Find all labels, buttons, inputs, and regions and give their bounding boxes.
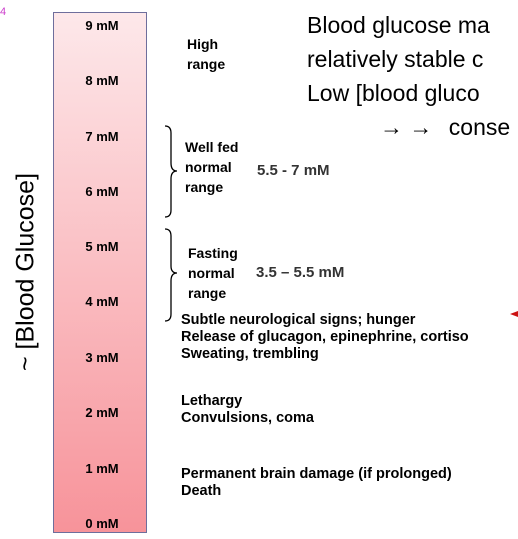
- headline-line-4: → → conse: [380, 114, 510, 141]
- effects-brain-damage-death: Permanent brain damage (if prolonged) De…: [181, 466, 452, 499]
- tick-9-mM: 9 mM: [85, 18, 119, 33]
- effects-below-4-mM: Subtle neurological signs; hunger Releas…: [181, 312, 469, 362]
- tick-4-mM: 4 mM: [85, 294, 119, 309]
- tick-3-mM: 3 mM: [85, 350, 119, 365]
- fasting-range-value: 3.5 – 5.5 mM: [256, 264, 345, 281]
- headline-line-3: Low [blood gluco: [307, 80, 480, 106]
- fasting-range-label: Fasting normal range: [188, 245, 238, 301]
- tick-5-mM: 5 mM: [85, 239, 119, 254]
- headline-line-4-text: conse: [448, 114, 511, 140]
- slide-number: 4: [0, 6, 7, 18]
- glucose-scale-bar: [53, 12, 147, 533]
- tick-0-mM: 0 mM: [85, 516, 119, 531]
- tick-7-mM: 7 mM: [85, 129, 119, 144]
- well-fed-range-value: 5.5 - 7 mM: [257, 162, 330, 179]
- headline-line-1: Blood glucose ma: [307, 12, 490, 38]
- tick-6-mM: 6 mM: [85, 184, 119, 199]
- high-range-label: High range: [187, 36, 226, 72]
- headline-line-2: relatively stable c: [307, 46, 484, 72]
- tick-1-mM: 1 mM: [85, 461, 119, 476]
- fasting-bracket: [164, 228, 178, 322]
- double-arrow-icon: → →: [380, 114, 433, 140]
- tick-2-mM: 2 mM: [85, 405, 119, 420]
- well-fed-bracket: [164, 125, 178, 218]
- pointer-arrow: [510, 311, 518, 317]
- effects-lethargy-coma: Lethargy Convulsions, coma: [181, 393, 314, 426]
- well-fed-range-label: Well fed normal range: [185, 139, 239, 195]
- tick-8-mM: 8 mM: [85, 73, 119, 88]
